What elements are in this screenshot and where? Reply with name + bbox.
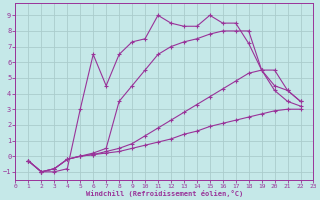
X-axis label: Windchill (Refroidissement éolien,°C): Windchill (Refroidissement éolien,°C) (86, 190, 243, 197)
